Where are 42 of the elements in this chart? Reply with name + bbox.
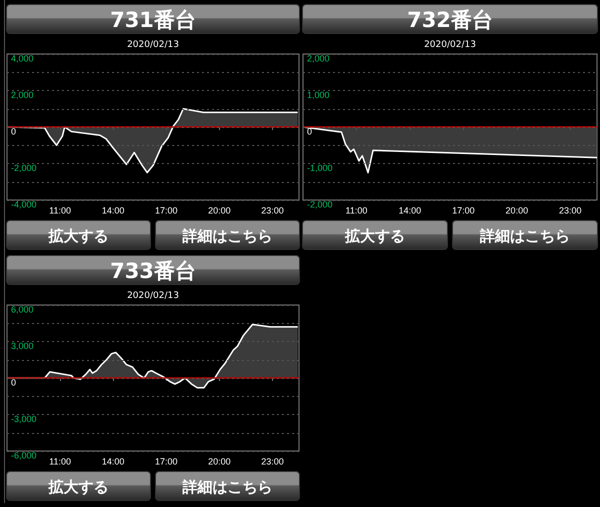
x-tick-label: 17:00 (452, 206, 475, 216)
text: 拡大する (6, 220, 151, 250)
x-tick-label: 11:00 (346, 206, 368, 216)
x-tick-label: 11:00 (49, 206, 72, 216)
y-tick-label: 2,000 (307, 54, 330, 64)
x-tick-label: 14:00 (102, 456, 124, 466)
x-tick-label: 20:00 (208, 456, 231, 466)
text: 詳細はこちら (155, 220, 300, 250)
x-tick-label: 23:00 (261, 206, 284, 216)
y-tick-label: -4,000 (11, 200, 37, 210)
y-tick-label: -3,000 (11, 414, 37, 424)
chart-subtitle: 2020/02/13 (423, 40, 477, 50)
x-tick-label: 14:00 (398, 206, 422, 216)
y-tick-label: -1,000 (307, 163, 333, 173)
chart-title: 731番台 (6, 4, 300, 34)
y-tick-label: 1,000 (307, 90, 330, 100)
y-tick-label: -2,000 (11, 163, 37, 173)
text: 拡大する (302, 220, 448, 250)
x-tick-label: 11:00 (49, 456, 72, 466)
y-tick-label: 2,000 (11, 90, 34, 100)
y-tick-label: 0 (11, 126, 16, 136)
y-tick-label: -6,000 (11, 450, 37, 460)
y-tick-label: 3,000 (11, 341, 34, 351)
text: 詳細はこちら (452, 220, 598, 250)
chart-subtitle: 2020/02/13 (126, 40, 180, 50)
x-tick-label: 23:00 (559, 206, 582, 216)
x-tick-label: 23:00 (261, 456, 284, 466)
y-tick-label: 0 (307, 126, 312, 136)
x-tick-label: 20:00 (506, 206, 528, 216)
y-tick-label: 4,000 (11, 54, 34, 64)
x-tick-label: 20:00 (208, 206, 231, 216)
text: 拡大する (6, 471, 151, 501)
x-tick-label: 17:00 (155, 456, 178, 466)
x-tick-label: 17:00 (155, 206, 178, 216)
y-tick-label: -2,000 (307, 200, 333, 210)
chart-title: 733番台 (6, 255, 300, 285)
x-tick-label: 14:00 (102, 206, 124, 216)
chart-subtitle: 2020/02/13 (126, 291, 180, 301)
chart-title: 732番台 (302, 4, 598, 34)
text: 詳細はこちら (155, 471, 300, 501)
y-tick-label: 0 (11, 378, 16, 388)
y-tick-label: 6,000 (11, 304, 34, 314)
